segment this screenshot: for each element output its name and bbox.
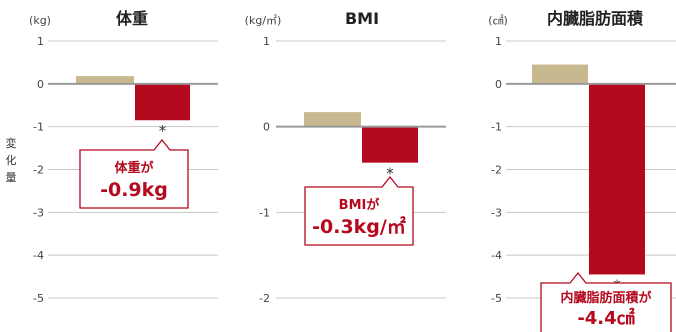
bar-before (304, 112, 361, 127)
y-tick-label: 0 (263, 121, 270, 134)
significance-mark: * (159, 122, 167, 140)
callout-label: 内臓脂肪面積が (560, 290, 651, 306)
bar-after (589, 83, 645, 275)
y-tick-label: -1 (491, 121, 502, 134)
y-tick-label: -3 (491, 206, 502, 219)
y-axis-label: 変化量 (5, 137, 17, 184)
callout-label: 体重が (114, 160, 153, 176)
callout-box (304, 175, 414, 246)
bar-before (76, 76, 134, 84)
callout-value: -0.9kg (100, 179, 168, 201)
y-tick-label: -4 (491, 249, 502, 262)
chart-panel-2: (kg/㎡) BMI 1 0 -1 -2 * BMIが -0.3kg/㎡ (245, 9, 446, 305)
chart-panel-1: (kg) 体重 1 0 -1 -2 -3 -4 -5 * 体重が -0.9kg (29, 9, 218, 305)
y-tick-label: 0 (495, 78, 502, 91)
y-tick-label: 1 (263, 35, 270, 48)
y-tick-label: -5 (33, 292, 44, 305)
y-tick-label: -1 (33, 121, 44, 134)
chart-title: 体重 (116, 9, 148, 28)
y-tick-label: 1 (37, 35, 44, 48)
y-tick-label: -5 (491, 292, 502, 305)
chart-title: 内臓脂肪面積 (547, 9, 644, 28)
y-tick-label: -4 (33, 249, 44, 262)
y-tick-label: -2 (33, 164, 44, 177)
y-tick-label: 1 (495, 35, 502, 48)
callout-label: BMIが (339, 197, 380, 213)
axis-unit-label: (㎠) (488, 14, 508, 27)
callout-value: -0.3kg/㎡ (312, 215, 406, 238)
y-tick-label: -3 (33, 206, 44, 219)
y-tick-label: -2 (491, 164, 502, 177)
y-tick-label: 0 (37, 78, 44, 91)
axis-unit-label: (kg) (29, 14, 51, 27)
callout-box (79, 138, 189, 209)
y-tick-label: -2 (259, 292, 270, 305)
bar-after (362, 126, 418, 163)
bar-before (532, 64, 588, 84)
axis-unit-label: (kg/㎡) (245, 14, 282, 27)
chart-title: BMI (345, 9, 379, 28)
bar-after (135, 83, 190, 121)
significance-mark: * (386, 165, 394, 183)
callout-value: -4.4㎠ (577, 307, 634, 329)
callout-box (540, 271, 672, 332)
y-tick-label: -1 (259, 206, 270, 219)
